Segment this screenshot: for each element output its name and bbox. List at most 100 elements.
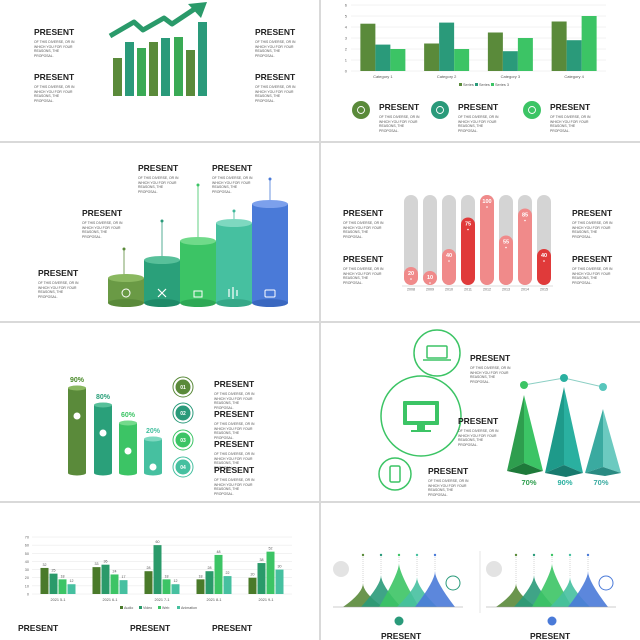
slide-mountain-peaks[interactable]: PRESENT PRESENT [321,503,640,640]
data-label: 20 [251,573,255,577]
x-tick-label: 2021 8-1 [207,598,222,602]
y-tick-label: 5 [345,14,348,19]
text-block: PRESENT [530,631,570,640]
data-label: 17 [122,575,126,579]
marker-dot [410,278,412,280]
icon-dot [124,447,132,455]
y-tick-label: 2 [345,47,348,52]
body-text: OF THIS DIVERSE, OR IN WHICH YOU FOR YOU… [38,281,79,299]
percent-label: 70% [521,478,536,487]
node-dot [599,383,607,391]
bar [153,545,162,594]
y-tick-label: 60 [25,544,29,548]
legend-label: Animation [181,606,197,610]
icon-dot [99,429,107,437]
data-label: 60 [156,540,160,544]
percent-label: 20% [146,428,161,435]
bar [113,58,122,96]
trend-arrow-line [108,5,198,39]
marker-dot [429,282,431,284]
heading: PRESENT [38,268,79,278]
heading: PRESENT [18,623,59,633]
bar [566,40,582,71]
y-tick-label: 70 [25,536,29,540]
bar [266,551,275,594]
peak-dot [397,553,401,557]
slide-category-chart[interactable]: 0 1 2 3 4 5 6 Category 1 Category 2 Category 3 Cat… [321,0,640,141]
cylinder [144,256,180,307]
text-block: PRESENT OF THIS DIVERSE, OR IN WHICH YOU… [572,208,616,239]
body-text: OF THIS DIVERSE, OR IN WHICH YOU FOR YOU… [34,85,75,103]
icon-dot [73,412,81,420]
bar [214,554,223,594]
bar [390,49,406,71]
x-tick-label: Category 2 [437,74,457,79]
heading: PRESENT [428,466,469,476]
data-label: 28 [208,566,212,570]
devices-and-pyramids: 70% 90% 70% [378,329,621,491]
bar [487,32,503,71]
data-label: 38 [260,558,264,562]
y-tick-label: 30 [25,568,29,572]
marker-dot [505,246,507,249]
bar [125,42,134,96]
text-block: PRESENT OF THIS DIVERSE, OR IN WHICH YOU… [379,102,423,133]
text-block: PRESENT OF THIS DIVERSE, OR IN WHICH YOU… [34,72,78,103]
capsule-track [404,195,418,285]
heading: PRESENT [379,102,420,112]
text-block: PRESENT OF THIS DIVERSE, OR IN WHICH YOU… [458,416,502,447]
percent-label: 90% [557,478,572,487]
body-text: OF THIS DIVERSE, OR IN WHICH YOU FOR YOU… [255,40,296,58]
capsule-track [423,195,437,285]
text-block: PRESENT OF THIS DIVERSE, OR IN WHICH YOU… [214,465,258,496]
heading: PRESENT [255,72,296,82]
bar [40,567,49,594]
slide-capsule-chart[interactable]: PRESENT OF THIS DIVERSE, OR IN WHICH YOU… [321,143,640,321]
heading: PRESENT [214,379,255,389]
volume-icon [228,287,238,299]
text-block: PRESENT OF THIS DIVERSE, OR IN WHICH YOU… [214,439,258,470]
bar [174,37,183,96]
slide-percent-cylinders[interactable]: 90% 80% 60% 20% 01 02 03 04 PRESENT OF THIS DIV… [0,323,319,501]
slide-devices-pyramids[interactable]: 70% 90% 70% PRESENT OF THIS DIVERSE, OR … [321,323,640,501]
bar [205,571,214,594]
legend-label: Web [162,606,169,610]
peak-dot [550,553,554,557]
text-block: PRESENT OF THIS DIVERSE, OR IN WHICH YOU… [550,102,594,133]
bar [423,271,437,285]
target-icon [436,106,444,114]
data-label: 20 [408,271,414,277]
data-label: 25 [52,569,56,573]
node-dot [520,381,528,389]
body-text: OF THIS DIVERSE, OR IN WHICH YOU FOR YOU… [470,366,511,384]
bar [92,567,101,594]
body-text: OF THIS DIVERSE, OR IN WHICH YOU FOR YOU… [212,176,253,194]
bar [196,579,205,594]
peak-dot [361,553,365,557]
text-block: PRESENT OF THIS DIVERSE, OR IN WHICH YOU… [458,102,502,133]
monitor-circle [380,375,462,457]
cylinder-group [108,177,288,307]
body-text: OF THIS DIVERSE, OR IN WHICH YOU FOR YOU… [214,392,255,410]
phone-circle [378,457,412,491]
peak-dot [532,553,536,557]
legend-swatch [120,606,123,609]
heading: PRESENT [212,623,253,633]
text-block: PRESENT [130,623,170,633]
slide-cylinder-steps[interactable]: PRESENT OF THIS DIVERSE, OR IN WHICH YOU… [0,143,319,321]
slide-growth-chart[interactable]: PRESENT OF THIS DIVERSE, OR IN WHICH YOU… [0,0,319,141]
text-block: PRESENT OF THIS DIVERSE, OR IN WHICH YOU… [255,27,299,58]
bar [424,43,440,71]
slide-grouped-bar-chart[interactable]: 0 10 20 30 40 50 60 70 32 25 18 12 2021 5-1 33 36 24 17 2… [0,503,319,640]
heading: PRESENT [34,72,75,82]
mountain-peaks [333,551,616,626]
bar [171,584,180,594]
number-badge [175,432,191,448]
data-label: 55 [503,240,509,246]
cylinder [180,237,216,307]
data-label: 12 [70,579,74,583]
data-label: 32 [43,563,47,567]
data-label: 30 [278,565,282,569]
y-tick-label: 0 [27,593,29,597]
data-label: 28 [147,566,151,570]
